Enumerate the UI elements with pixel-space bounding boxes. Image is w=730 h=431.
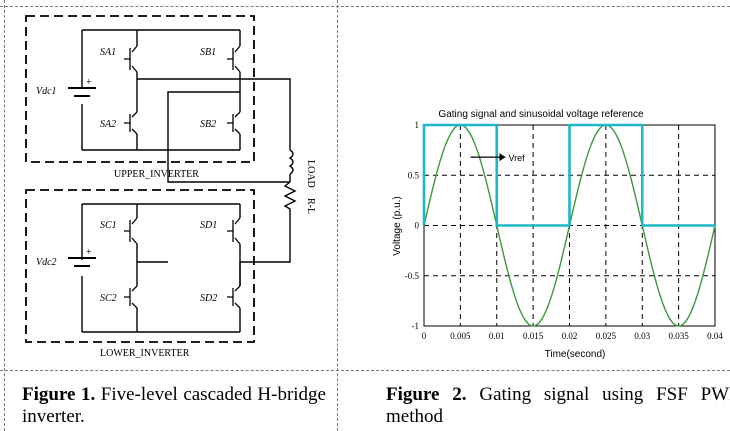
figure2-chart: Gating signal and sinusoidal voltage ref… [392,109,724,360]
x-tick-label: 0 [422,331,427,341]
y-tick-label: 0 [415,221,420,231]
label-sd1: SD1 [200,220,217,231]
x-tick-label: 0.01 [489,331,505,341]
chart-x-axis-label: Time(second) [545,349,606,360]
switch-sa1 [124,45,138,73]
label-vdc2: Vdc2 [36,257,57,268]
annotation-arrowhead [499,153,506,162]
label-sb2: SB2 [200,119,216,130]
label-upper-inverter: UPPER_INVERTER [114,169,199,180]
x-tick-label: 0.005 [450,331,471,341]
figure1-circuit-diagram: + + Vdc1 Vdc2 SA1 SA2 SB1 SB2 SC1 SC2 SD… [25,15,316,359]
label-lower-inverter: LOWER_INVERTER [100,348,190,359]
upper-inverter-box [25,15,255,163]
y-tick-label: 0.5 [408,170,420,180]
x-tick-label: 0.025 [596,331,617,341]
table-border-top [0,6,730,7]
figure2-caption-text: Gating signal using FSF PWM method [386,384,730,427]
svg-text:+: + [86,247,92,258]
chart-y-axis-label: Voltage (p.u.) [392,196,403,255]
table-border-middle [0,370,730,371]
label-sb1: SB1 [200,47,216,58]
switch-sc1 [124,217,138,245]
label-sc2: SC2 [100,293,117,304]
y-tick-label: -0.5 [405,271,420,281]
chart-annotation: Vref [470,153,525,163]
label-vdc1: Vdc1 [36,86,57,97]
label-rl: R-L [305,198,316,214]
switch-sc2 [124,285,138,309]
switch-sd1 [227,217,241,245]
y-tick-label: 1 [415,120,420,130]
chart-series [422,123,716,327]
switch-sb2 [227,111,241,135]
figure1-caption-label: Figure 1. [22,384,96,405]
x-tick-label: 0.035 [669,331,690,341]
chart-ticks: 0 0.005 0.01 0.015 0.02 0.025 0.03 0.035 0.04 -1 -… [405,120,724,341]
switch-sb1 [227,45,241,73]
svg-text:+: + [86,77,92,88]
y-tick-label: -1 [412,321,420,331]
figure1-caption: Figure 1. Five-level cascaded H-bridge i… [22,384,326,428]
label-sa2: SA2 [100,119,116,130]
table-border-center [337,0,338,431]
label-sc1: SC1 [100,220,117,231]
switch-sd2 [227,285,241,309]
x-tick-label: 0.04 [707,331,723,341]
x-tick-label: 0.03 [634,331,650,341]
switch-sa2 [124,111,138,135]
table-border-left [4,0,5,431]
x-tick-label: 0.02 [562,331,578,341]
x-tick-label: 0.015 [523,331,544,341]
label-sa1: SA1 [100,47,116,58]
chart-title: Gating signal and sinusoidal voltage ref… [438,109,644,120]
series-line-gating [422,123,715,227]
figure1-caption-text: Five-level cascaded H-bridge inverter. [22,384,326,427]
label-sd2: SD2 [200,293,217,304]
figure2-caption-label: Figure 2. [386,384,467,405]
lower-inverter-box [25,189,255,343]
annotation-label: Vref [508,153,525,163]
figure2-caption: Figure 2. Gating signal using FSF PWM me… [386,384,730,428]
label-load: LOAD [305,160,316,188]
